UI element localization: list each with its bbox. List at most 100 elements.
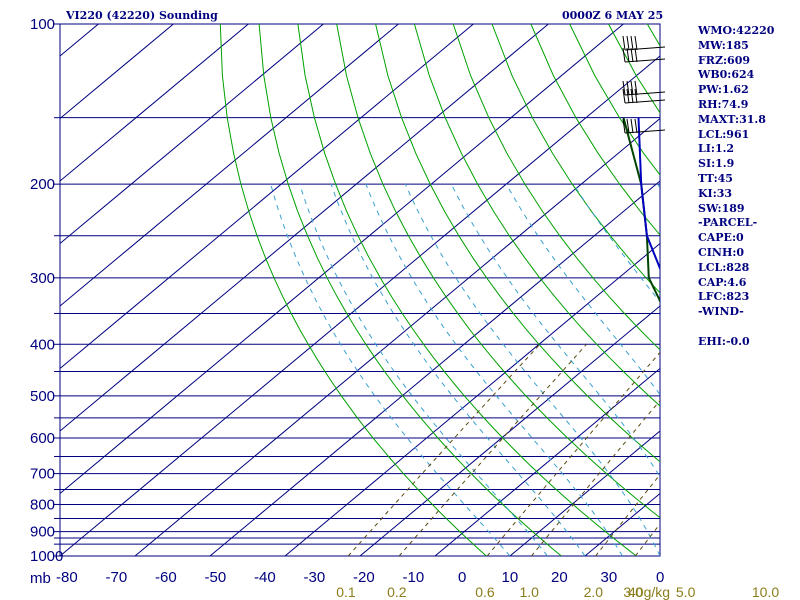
mixing-ratio-line-10 [764, 344, 800, 556]
dry-adiabat-270 [297, 24, 637, 556]
isotherm--20 [509, 430, 660, 556]
wind-barb-feather [634, 47, 638, 63]
index-item: SW:189 [698, 201, 745, 215]
wind-barb-feather [622, 35, 626, 51]
moist-adiabat-0 [404, 183, 660, 556]
wind-barb [624, 99, 666, 104]
index-item: -PARCEL- [698, 216, 758, 230]
isobar-gridlines [54, 23, 661, 557]
mixing-ratio-label: 40g/kg [628, 584, 670, 600]
index-item: LCL:961 [698, 127, 750, 141]
isotherm--80 [60, 55, 660, 556]
index-item: WB0:624 [698, 68, 755, 82]
temperature-tick-label: -10 [403, 569, 425, 586]
wind-barb-feather [630, 80, 634, 96]
wind-barb-feather [630, 118, 634, 134]
pressure-tick-label: 200 [30, 176, 55, 193]
mixing-ratio-label: 10.0 [752, 584, 779, 600]
index-item: WMO:42220 [698, 24, 775, 37]
isotherm--110 [60, 24, 474, 370]
index-item [698, 320, 774, 335]
temperature-tick-label: -20 [353, 569, 375, 586]
mixing-ratio-line-0.2 [398, 343, 587, 556]
mixing-ratio-label: 2.0 [584, 584, 604, 600]
index-item: EHI:-0.0 [698, 334, 750, 348]
isotherm--90 [60, 24, 624, 495]
dewpoint-line [622, 117, 660, 304]
temperature-tick-label: -30 [304, 569, 326, 586]
index-item: KI:33 [698, 186, 733, 200]
moist-adiabat--10 [330, 183, 586, 556]
wind-barb-feather [626, 47, 630, 63]
wind-barb [624, 58, 666, 63]
mixing-ratio-lines [347, 343, 800, 556]
isotherm--30 [434, 367, 660, 556]
mixing-ratio-line-2 [595, 473, 660, 556]
wind-barb-feather [634, 80, 638, 96]
wind-barb-feather [626, 35, 630, 51]
mixing-ratio-label: 5.0 [676, 584, 696, 600]
wind-barb-feather [630, 47, 634, 63]
wind-barb [624, 129, 666, 134]
dry-adiabat-280 [336, 24, 660, 519]
wind-barb-feather [630, 35, 634, 51]
index-item: FRZ:609 [698, 53, 751, 67]
mixing-ratio-label: 1.0 [520, 584, 540, 600]
temperature-tick-label: -80 [56, 569, 78, 586]
pressure-tick-label: 500 [30, 388, 55, 405]
isotherm--70 [134, 117, 660, 556]
wind-barb-feather [622, 80, 626, 96]
index-item: CINH:0 [698, 245, 745, 259]
temperature-tick-label: 20 [551, 569, 568, 586]
mixing-ratio-line-0.6 [486, 351, 660, 556]
pressure-unit-label: mb [30, 570, 51, 587]
mixing-ratio-line-0.1 [347, 343, 541, 556]
dry-adiabat-250 [219, 24, 487, 556]
mixing-ratio-label: 0.2 [387, 584, 407, 600]
isotherm--60 [209, 180, 660, 556]
index-item: TT:45 [698, 171, 733, 185]
temperature-tick-label: 0 [656, 569, 664, 586]
stability-indices-panel: WMO:42220 MW:185 FRZ:609 WB0:624 PW:1.62 RH:7… [698, 24, 774, 350]
isotherm--100 [60, 24, 549, 432]
mixing-ratio-line-5 [688, 344, 800, 556]
moist-adiabat--5 [365, 183, 623, 556]
index-item: LFC:823 [698, 290, 750, 304]
wind-barb-feather [634, 35, 638, 51]
moist-adiabats [270, 183, 660, 556]
mixing-ratio-label: 0.6 [475, 584, 495, 600]
pressure-tick-label: 900 [30, 524, 55, 541]
temperature-axis: -80 -70 -60 -50 -40 -30 -20 -10 0 10 20 30 0 [56, 569, 664, 586]
pressure-tick-label: 800 [30, 496, 55, 513]
wind-barb-feather [622, 118, 626, 134]
dry-adiabats [219, 24, 660, 556]
wind-barb-feather [626, 118, 630, 134]
moist-adiabat--15 [299, 183, 548, 556]
index-item: LI:1.2 [698, 142, 735, 156]
isotherm--50 [284, 242, 660, 556]
mixing-ratio-label: 0.1 [336, 584, 356, 600]
isotherm--130 [60, 24, 324, 245]
wind-barb-feather [626, 80, 630, 96]
temperature-tick-label: 0 [458, 569, 466, 586]
dry-adiabat-260 [258, 24, 562, 556]
isotherm--40 [359, 305, 660, 556]
pressure-tick-label: 700 [30, 466, 55, 483]
temperature-tick-label: 30 [601, 569, 618, 586]
index-item: CAP:4.6 [698, 275, 747, 289]
wind-barb-feather [630, 88, 634, 104]
dry-adiabat-300 [413, 24, 660, 407]
isotherm--140 [60, 24, 249, 182]
wind-barb-feather [622, 88, 626, 104]
moist-adiabat-5 [450, 183, 660, 478]
sounding-timestamp: 0000Z 6 MAY 25 [562, 9, 664, 22]
plot-frame [59, 23, 661, 557]
index-item: MW:185 [698, 38, 749, 52]
index-item: PW:1.62 [698, 83, 749, 97]
pressure-tick-label: 600 [30, 430, 55, 447]
wind-barbs [622, 35, 666, 134]
dry-adiabat-290 [375, 24, 660, 463]
wind-barb-feather [634, 88, 638, 104]
temperature-tick-label: -40 [254, 569, 276, 586]
